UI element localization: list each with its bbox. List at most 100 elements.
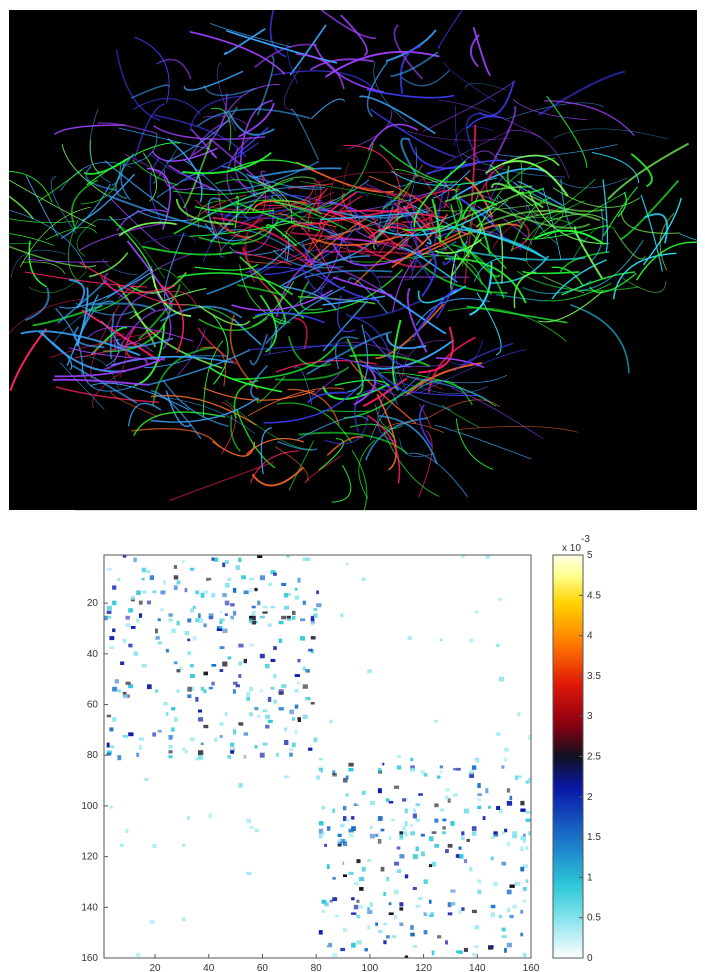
matrix-cell [404, 577, 410, 582]
matrix-cell [506, 841, 511, 847]
matrix-cell [326, 790, 331, 794]
matrix-cell [466, 800, 470, 804]
matrix-cell [313, 613, 318, 618]
matrix-cell [184, 750, 188, 754]
fiber-strand [202, 340, 224, 418]
matrix-cell [471, 760, 477, 765]
fiber-strand [379, 227, 471, 255]
fiber-strand [538, 290, 604, 323]
x-tick-label: 120 [415, 963, 432, 972]
matrix-cell [157, 613, 161, 617]
fiber-strand [359, 364, 444, 368]
fiber-strand [190, 194, 246, 223]
matrix-cell [431, 826, 437, 829]
fiber-strand [274, 446, 309, 484]
matrix-cell [300, 618, 306, 622]
matrix-cell [318, 762, 323, 768]
matrix-cell [211, 557, 215, 561]
fiber-strand [353, 223, 430, 286]
matrix-cell [286, 615, 291, 621]
matrix-cell [525, 762, 531, 766]
matrix-cell [262, 610, 268, 614]
matrix-cell [512, 833, 517, 839]
matrix-cell [493, 831, 498, 835]
fiber-strand [438, 10, 463, 49]
matrix-cell [375, 773, 379, 777]
matrix-cell [407, 570, 412, 574]
matrix-cell [496, 854, 501, 858]
fiber-strand [351, 449, 368, 510]
matrix-cell [522, 942, 528, 948]
fiber-strand [405, 362, 483, 396]
matrix-cell [227, 818, 233, 823]
matrix-cell [187, 651, 191, 656]
fiber-strand [385, 192, 431, 231]
x-tick-label: 80 [311, 963, 323, 972]
matrix-cell [501, 861, 507, 866]
matrix-cell [224, 560, 229, 564]
colorbar-ticks: 0 0.5 1 1.5 2 2.5 3 3.5 4 4.5 5 [579, 550, 601, 964]
matrix-cell [104, 615, 108, 621]
matrix-cell [528, 831, 531, 836]
matrix-cell [439, 770, 443, 774]
matrix-cell [224, 600, 230, 606]
matrix-cell [466, 920, 472, 925]
matrix-cell [171, 691, 176, 697]
fiber-strand [487, 175, 504, 219]
y-tick-label: 60 [87, 700, 99, 711]
fiber-strand [225, 29, 338, 64]
matrix-cell [265, 664, 270, 669]
matrix-cell [501, 927, 506, 932]
matrix-cell [388, 775, 392, 780]
matrix-cell [251, 641, 256, 646]
matrix-cell [490, 912, 495, 918]
fiber-strand [25, 175, 59, 237]
fiber-strand [9, 195, 34, 220]
fiber-strand [85, 302, 156, 312]
fiber-strand [208, 366, 283, 393]
matrix-cell [423, 912, 428, 916]
matrix-cell [163, 843, 167, 849]
fiber-strand [602, 179, 609, 253]
matrix-cell [254, 775, 259, 780]
matrix-cell [251, 615, 256, 621]
fiber-strand [24, 271, 148, 288]
fiber-strand [85, 165, 117, 191]
matrix-cell [198, 618, 204, 623]
fiber-strand [286, 42, 298, 84]
matrix-cell [198, 709, 202, 713]
matrix-cell [152, 636, 156, 639]
matrix-cell [219, 646, 225, 650]
matrix-cell [329, 899, 333, 903]
matrix-cell [498, 914, 503, 919]
fiber-strand [254, 43, 317, 68]
fiber-strand [451, 167, 546, 199]
matrix-cell [189, 615, 195, 621]
fiber-strand [104, 160, 169, 211]
matrix-cell [232, 610, 237, 616]
matrix-cell [112, 686, 118, 692]
matrix-cell [112, 628, 116, 633]
fiber-strand [426, 159, 507, 175]
matrix-cell [493, 958, 498, 963]
matrix-cell [144, 778, 149, 781]
matrix-cell [176, 580, 181, 585]
fiber-strand [266, 224, 297, 247]
matrix-plot-area [103, 554, 532, 959]
y-tick-label: 140 [81, 902, 98, 913]
matrix-cell [308, 626, 312, 631]
fiber-strand [418, 326, 454, 374]
matrix-cell [294, 704, 299, 709]
fiber-strand [310, 98, 346, 120]
colorbar-tick-label: 0.5 [587, 913, 601, 924]
matrix-cell [305, 669, 310, 673]
matrix-cell [477, 805, 482, 809]
fiber-strand [203, 387, 315, 401]
matrix-cell [431, 950, 435, 956]
matrix-cell [471, 831, 477, 836]
matrix-cell [203, 671, 208, 676]
matrix-cell [428, 912, 434, 917]
matrix-cell [289, 747, 294, 751]
matrix-cell [337, 904, 342, 908]
fiber-strand [71, 179, 98, 230]
